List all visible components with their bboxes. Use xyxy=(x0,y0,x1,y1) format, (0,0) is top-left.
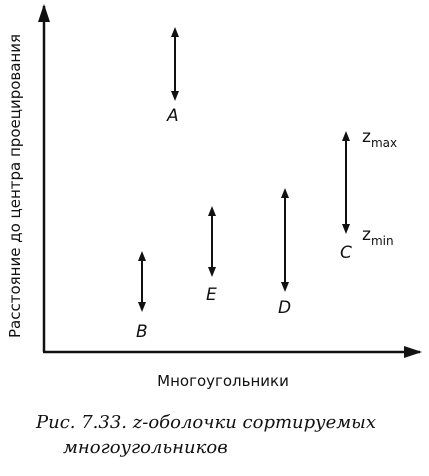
zmax-sub: max xyxy=(371,136,397,150)
zmax-label: zmax xyxy=(362,127,397,150)
extent-a-label: A xyxy=(166,106,179,126)
extent-b-label: B xyxy=(136,322,148,342)
extent-b: B xyxy=(136,251,148,342)
extent-e: E xyxy=(206,206,217,305)
caption-line-1: Рис. 7.33. z-оболочки сортируемых xyxy=(36,412,376,433)
extent-c-label: C xyxy=(340,243,352,263)
extent-c: C xyxy=(340,131,352,263)
zmax-base: z xyxy=(362,127,371,147)
zmin-sub: min xyxy=(371,234,394,248)
zmin-label: zmin xyxy=(362,225,394,248)
zmin-base: z xyxy=(362,225,371,245)
extent-d-label: D xyxy=(278,298,291,318)
y-axis-label: Расстояние до центра проецирования xyxy=(6,34,24,338)
extent-d: D xyxy=(278,188,291,318)
diagram-figure: Расстояние до центра проецирования Много… xyxy=(6,4,422,390)
x-axis-label: Многоугольники xyxy=(157,372,289,390)
figure-caption: Рис. 7.33. z-оболочки сортируемых многоу… xyxy=(36,410,426,460)
diagram-canvas: Расстояние до центра проецирования Много… xyxy=(6,4,422,390)
extent-e-label: E xyxy=(206,285,217,305)
extent-a: A xyxy=(166,27,179,126)
caption-line-2: многоугольников xyxy=(63,437,228,458)
